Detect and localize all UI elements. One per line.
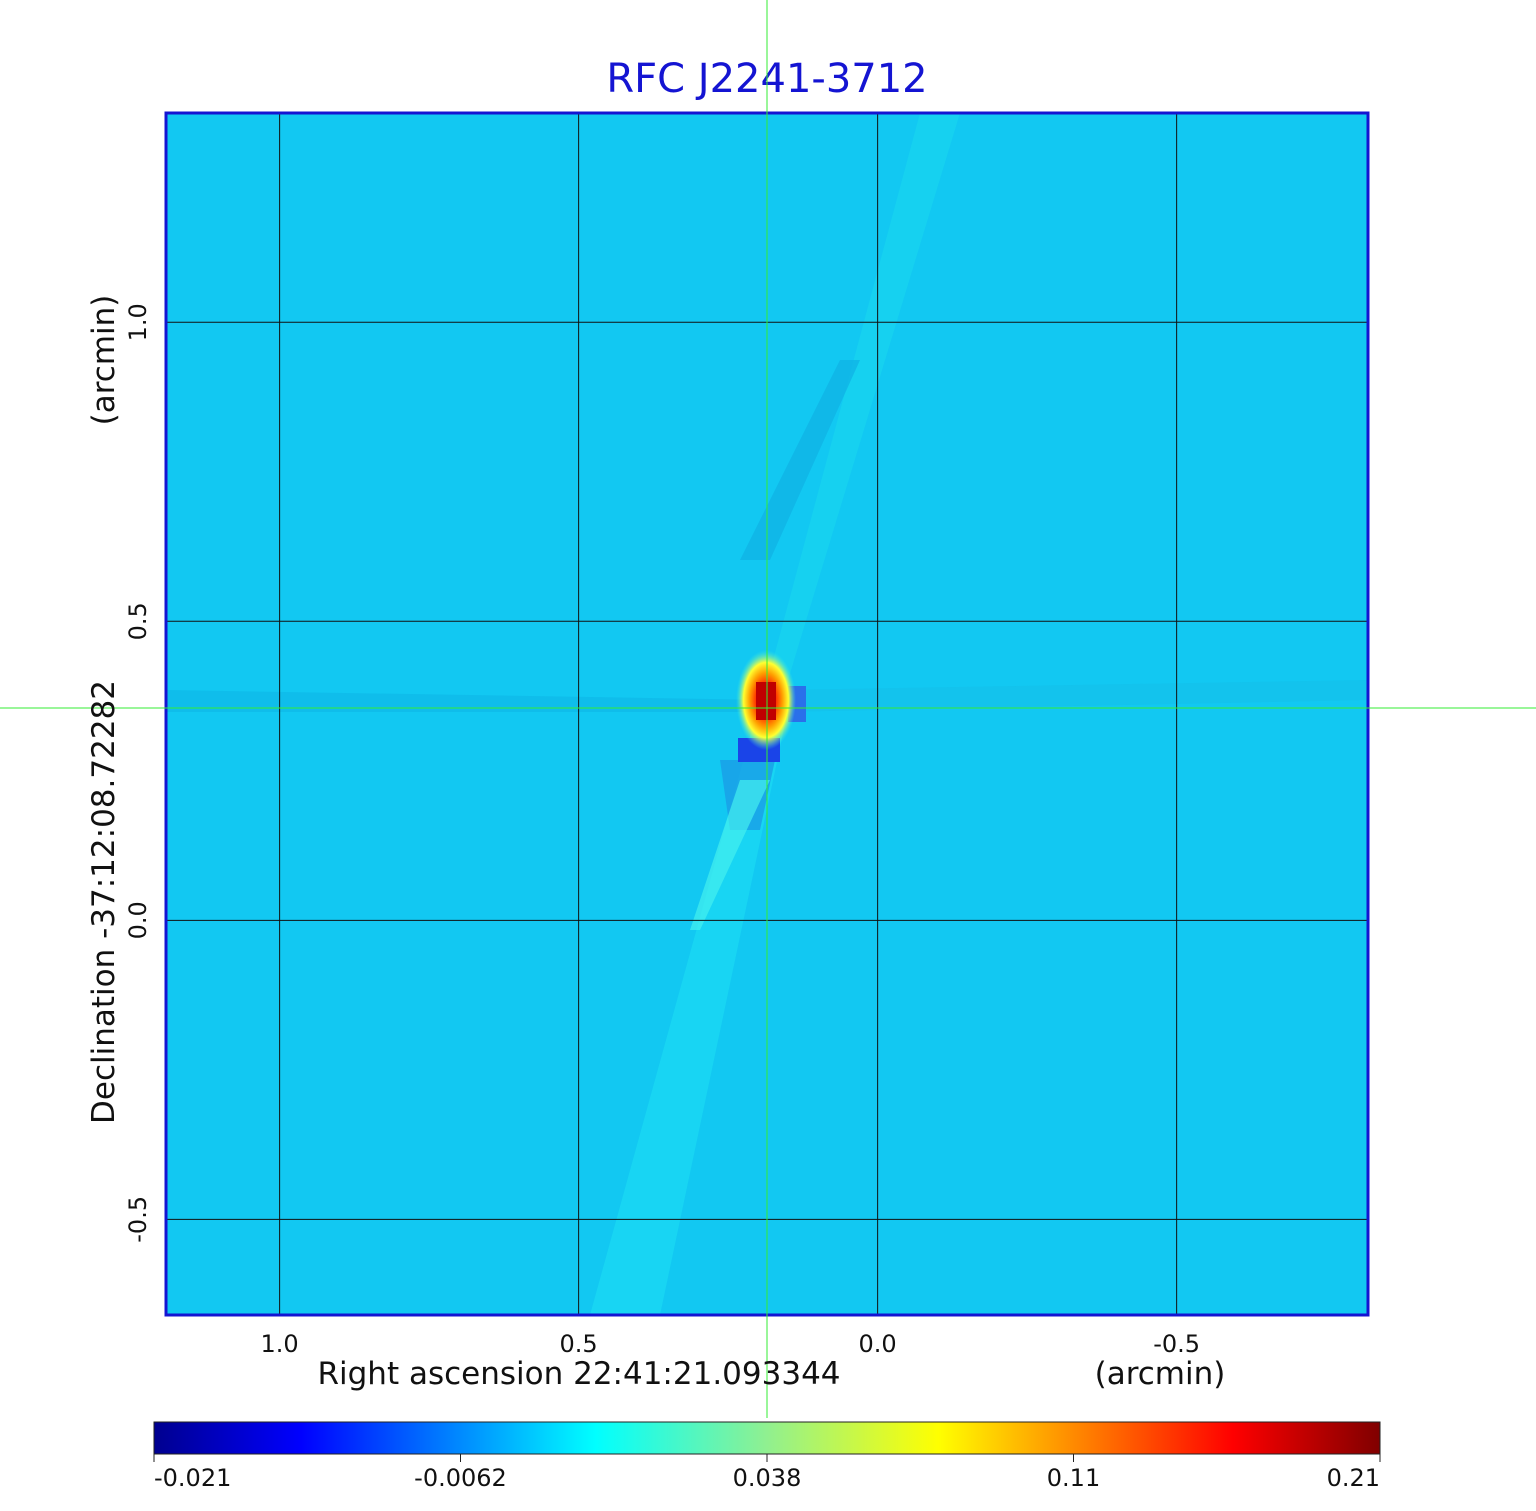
source-core <box>756 682 776 720</box>
colorbar-tick-labels: -0.021 -0.0062 0.038 0.11 0.21 <box>153 1454 1381 1492</box>
y-tick-label: 1.0 <box>124 303 152 341</box>
crosshair <box>0 0 1536 1418</box>
colorbar <box>153 1421 1381 1455</box>
sidelobe-streak <box>690 780 770 930</box>
x-tick-label: -0.5 <box>1153 1330 1200 1358</box>
sidelobe-streak <box>765 113 960 690</box>
y-tick-label: 0.5 <box>124 602 152 640</box>
y-axis-unit: (arcmin) <box>86 295 122 426</box>
y-axis-label: Declination -37:12:08.72282 <box>86 680 122 1124</box>
x-axis-unit: (arcmin) <box>1095 1356 1226 1392</box>
colorbar-tick-label: -0.0062 <box>414 1464 507 1492</box>
x-axis-label: Right ascension 22:41:21.093344 <box>317 1356 840 1392</box>
colorbar-tick-label: 0.11 <box>1047 1464 1100 1492</box>
sidelobe-streak <box>590 700 790 1315</box>
y-tick-label: -0.5 <box>124 1196 152 1243</box>
x-tick-label: 0.5 <box>560 1330 598 1358</box>
y-tick-label: 0.0 <box>124 901 152 939</box>
map-structure <box>166 113 1368 1315</box>
x-tick-labels: 1.0 0.5 0.0 -0.5 <box>261 1330 1201 1358</box>
y-tick-labels: 1.0 0.5 0.0 -0.5 <box>124 303 152 1243</box>
x-tick-label: 0.0 <box>859 1330 897 1358</box>
sidelobe-streak <box>166 690 770 712</box>
colorbar-tick-label: -0.021 <box>154 1464 231 1492</box>
colorbar-tick-label: 0.038 <box>733 1464 802 1492</box>
sidelobe-streak <box>740 360 860 560</box>
x-tick-label: 1.0 <box>261 1330 299 1358</box>
sidelobe-streak <box>780 680 1368 712</box>
colorbar-tick-label: 0.21 <box>1327 1464 1380 1492</box>
